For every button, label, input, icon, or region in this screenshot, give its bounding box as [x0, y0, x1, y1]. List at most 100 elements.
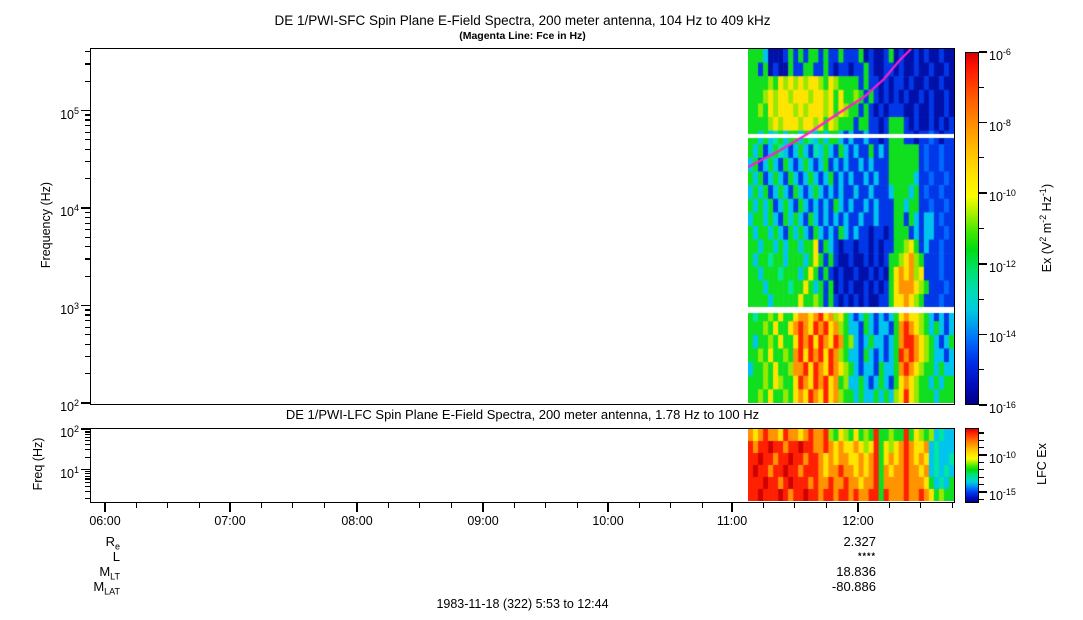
colorbar-minor-tick: [979, 476, 984, 478]
lfc-colorbar: [965, 428, 979, 503]
colorbar-tick-label: 10-8: [989, 117, 1011, 134]
colorbar-tick-label: 10-15: [989, 487, 1016, 504]
colorbar-tick-label: 10-12: [989, 258, 1016, 275]
x-axis-minor-tick: [762, 503, 764, 508]
y-axis-minor-tick: [85, 498, 90, 500]
re-label: Re: [105, 534, 120, 552]
colorbar-major-tick: [979, 333, 987, 336]
x-tick-label: 09:00: [467, 514, 499, 528]
x-tick-label: 12:00: [842, 514, 874, 528]
y-axis-minor-tick: [85, 80, 90, 82]
l-label: L: [112, 549, 120, 564]
x-axis-minor-tick: [323, 503, 325, 508]
l-value: ****: [857, 551, 876, 561]
colorbar-tick-label: 10-6: [989, 47, 1011, 64]
colorbar-major-tick: [979, 491, 987, 493]
colorbar-minor-tick: [979, 498, 984, 500]
x-tick-label: 07:00: [214, 514, 246, 528]
colorbar-major-tick: [979, 51, 987, 53]
y-axis-minor-tick: [85, 478, 90, 480]
y-axis-minor-tick: [85, 275, 90, 277]
y-axis-minor-tick: [85, 320, 90, 322]
y-axis-minor-tick: [85, 343, 90, 345]
y-axis-minor-tick: [85, 485, 90, 487]
colorbar-tick-label: 10-16: [989, 400, 1016, 417]
y-axis-minor-tick: [85, 471, 90, 473]
sfc-colorbar-label: Ex (V2 m-2 Hz-1): [1037, 183, 1055, 273]
x-axis-minor-tick: [135, 503, 137, 508]
y-axis-minor-tick: [85, 236, 90, 238]
y-axis-minor-tick: [85, 160, 90, 163]
x-axis-minor-tick: [292, 503, 294, 508]
y-axis-minor-tick: [85, 131, 90, 133]
mlat-label: MLAT: [93, 579, 120, 597]
y-axis-minor-tick: [85, 178, 90, 180]
colorbar-minor-tick: [979, 227, 984, 230]
mlt-value: 18.836: [836, 564, 876, 579]
x-axis-minor-tick: [670, 503, 672, 508]
y-axis-major-tick: [81, 402, 90, 404]
x-axis-major-tick: [482, 503, 484, 512]
colorbar-major-tick: [979, 454, 987, 456]
y-axis-minor-tick: [85, 229, 90, 231]
y-axis-minor-tick: [85, 431, 90, 433]
y-axis-minor-tick: [85, 490, 90, 493]
y-axis-minor-tick: [85, 456, 90, 458]
y-axis-minor-tick: [85, 373, 90, 375]
y-axis-minor-tick: [85, 211, 90, 214]
y-axis-minor-tick: [85, 314, 90, 316]
y-axis-major-tick: [81, 428, 90, 430]
x-tick-label: 10:00: [592, 514, 624, 528]
y-axis-minor-tick: [85, 119, 90, 121]
y-tick-label: 105: [60, 105, 79, 122]
x-tick-label: 08:00: [341, 514, 373, 528]
mlt-label: MLT: [99, 564, 120, 582]
x-axis-minor-tick: [701, 503, 703, 508]
y-axis-minor-tick: [85, 355, 90, 358]
x-axis-minor-tick: [167, 503, 169, 508]
lfc-title: DE 1/PWI-LFC Spin Plane E-Field Spectra,…: [285, 407, 760, 422]
colorbar-minor-tick: [979, 484, 984, 486]
x-axis-minor-tick: [638, 503, 640, 508]
y-axis-minor-tick: [85, 216, 90, 219]
x-axis-major-tick: [607, 503, 609, 512]
y-axis-major-tick: [81, 109, 90, 112]
colorbar-major-tick: [979, 121, 987, 124]
x-tick-label: 06:00: [89, 514, 121, 528]
colorbar-minor-tick: [979, 461, 984, 463]
colorbar-minor-tick: [979, 447, 984, 449]
colorbar-major-tick: [979, 192, 987, 194]
x-axis-major-tick: [104, 503, 106, 512]
sfc-spectrogram-canvas: [748, 49, 954, 403]
y-axis-minor-tick: [85, 63, 90, 65]
y-tick-label: 104: [60, 203, 79, 220]
orbit-parameter-values: 2.327 **** 18.836 -80.886: [676, 534, 876, 594]
x-axis-major-tick: [731, 503, 733, 512]
lfc-spectrogram-panel: [90, 428, 955, 503]
colorbar-minor-tick: [979, 157, 984, 159]
sfc-subtitle: (Magenta Line: Fce in Hz): [459, 30, 586, 42]
y-tick-label: 102: [60, 424, 79, 441]
y-axis-minor-tick: [85, 114, 90, 116]
y-axis-minor-tick: [85, 436, 90, 438]
re-value: 2.327: [843, 534, 876, 549]
x-axis-minor-tick: [513, 503, 515, 508]
colorbar-tick-label: 10-10: [989, 188, 1016, 205]
y-axis-minor-tick: [85, 433, 90, 436]
x-axis-major-tick: [857, 503, 859, 512]
mlat-value: -80.886: [831, 579, 876, 594]
y-axis-minor-tick: [85, 125, 90, 127]
x-axis-minor-tick: [888, 503, 890, 508]
y-tick-label: 103: [60, 300, 79, 317]
x-axis-minor-tick: [260, 503, 262, 508]
x-axis-minor-tick: [450, 503, 452, 508]
x-axis-minor-tick: [920, 503, 922, 508]
x-axis-minor-tick: [576, 503, 578, 508]
y-axis-minor-tick: [85, 51, 90, 53]
y-axis-minor-tick: [85, 309, 90, 311]
colorbar-minor-tick: [979, 469, 984, 471]
y-axis-minor-tick: [85, 246, 90, 248]
colorbar-tick-label: 10-14: [989, 329, 1016, 346]
x-axis-major-tick: [356, 503, 358, 512]
colorbar-major-tick: [979, 263, 987, 265]
